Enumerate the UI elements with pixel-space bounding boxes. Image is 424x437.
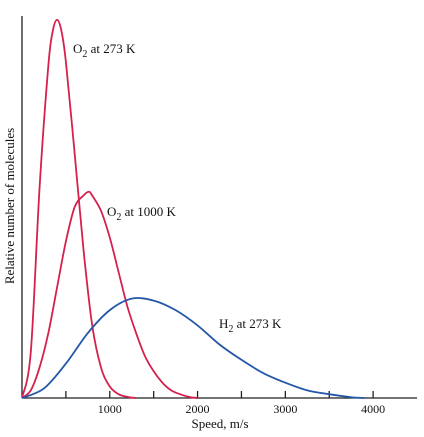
x-tick-label: 1000 bbox=[98, 402, 122, 416]
x-ticks: 1000 2000 3000 4000 bbox=[65, 391, 385, 416]
series-label-h2-273k: H2 at 273 K bbox=[219, 316, 282, 335]
series-layer bbox=[21, 18, 365, 399]
series-line-o2-273k bbox=[21, 18, 137, 399]
x-tick-label: 2000 bbox=[186, 402, 210, 416]
x-tick-label: 3000 bbox=[273, 402, 297, 416]
series-label-o2-273k: O2 at 273 K bbox=[73, 41, 136, 60]
x-axis-label: Speed, m/s bbox=[191, 416, 248, 431]
series-line-h2-273k bbox=[21, 297, 365, 399]
y-axis-label: Relative number of molecules bbox=[2, 128, 17, 284]
x-tick-label: 4000 bbox=[361, 402, 385, 416]
series-line-o2-1000k bbox=[21, 190, 198, 399]
series-label-o2-1000k: O2 at 1000 K bbox=[107, 204, 177, 223]
